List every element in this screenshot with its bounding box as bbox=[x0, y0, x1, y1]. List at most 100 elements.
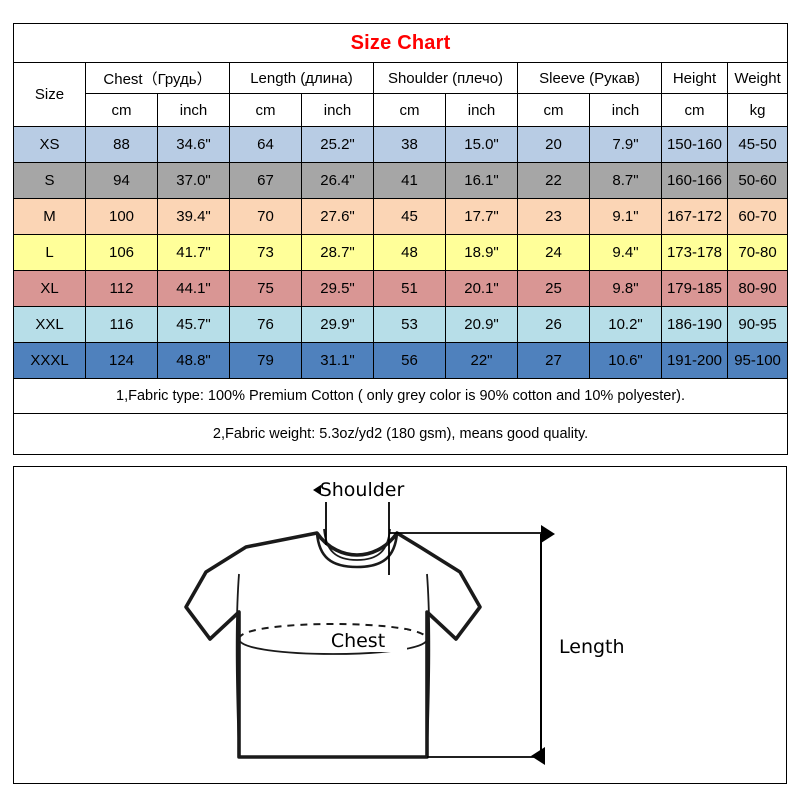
cell-height-cm: 160-166 bbox=[661, 162, 728, 199]
cell-shoulder-inch: 20.1" bbox=[445, 270, 518, 307]
cell-chest-inch: 37.0" bbox=[157, 162, 230, 199]
cell-sleeve-inch: 10.2" bbox=[589, 306, 662, 343]
cell-length-cm: 76 bbox=[229, 306, 302, 343]
cell-weight-kg: 80-90 bbox=[726, 270, 789, 307]
cell-size: XL bbox=[13, 270, 86, 307]
cell-length-cm: 75 bbox=[229, 270, 302, 307]
cell-shoulder-cm: 38 bbox=[373, 126, 446, 163]
cell-chest-cm: 124 bbox=[85, 342, 158, 379]
note-row: 1,Fabric type: 100% Premium Cotton ( onl… bbox=[12, 378, 789, 414]
fabric-type-note: 1,Fabric type: 100% Premium Cotton ( onl… bbox=[12, 378, 789, 414]
shoulder-label: Shoulder bbox=[320, 479, 405, 501]
cell-height-cm: 167-172 bbox=[661, 198, 728, 235]
cell-length-cm: 73 bbox=[229, 234, 302, 271]
unit-header-row: cm inch cm inch cm inch cm inch cm kg bbox=[14, 93, 789, 127]
cell-sleeve-inch: 9.4" bbox=[589, 234, 662, 271]
cell-sleeve-cm: 27 bbox=[517, 342, 590, 379]
header-group-weight: Weight bbox=[726, 62, 789, 94]
header-unit-shoulder-inch: inch bbox=[445, 93, 518, 127]
cell-chest-inch: 34.6" bbox=[157, 126, 230, 163]
cell-weight-kg: 70-80 bbox=[726, 234, 789, 271]
cell-chest-cm: 100 bbox=[85, 198, 158, 235]
cell-sleeve-inch: 9.8" bbox=[589, 270, 662, 307]
cell-length-inch: 27.6" bbox=[301, 198, 374, 235]
tshirt-diagram-panel: Chest Shoulder Length bbox=[13, 466, 787, 784]
cell-sleeve-cm: 25 bbox=[517, 270, 590, 307]
header-unit-sleeve-cm: cm bbox=[517, 93, 590, 127]
cell-chest-inch: 41.7" bbox=[157, 234, 230, 271]
header-size: Size bbox=[13, 62, 86, 127]
cell-shoulder-cm: 48 bbox=[373, 234, 446, 271]
cell-chest-inch: 45.7" bbox=[157, 306, 230, 343]
size-chart-table: Size Chart Size Chest（Грудь） Length (дли… bbox=[12, 23, 789, 455]
length-label: Length bbox=[559, 636, 625, 658]
cell-weight-kg: 60-70 bbox=[726, 198, 789, 235]
header-group-height: Height bbox=[661, 62, 728, 94]
cell-height-cm: 191-200 bbox=[661, 342, 728, 379]
header-unit-length-inch: inch bbox=[301, 93, 374, 127]
header-unit-chest-inch: inch bbox=[157, 93, 230, 127]
fabric-weight-note: 2,Fabric weight: 5.3oz/yd2 (180 gsm), me… bbox=[12, 413, 789, 455]
cell-shoulder-inch: 20.9" bbox=[445, 306, 518, 343]
page-title: Size Chart bbox=[350, 31, 451, 54]
cell-weight-kg: 95-100 bbox=[726, 342, 789, 379]
cell-shoulder-inch: 22" bbox=[445, 342, 518, 379]
table-row: S 94 37.0" 67 26.4" 41 16.1" 22 8.7" 160… bbox=[13, 162, 789, 199]
header-group-chest: Chest（Грудь） bbox=[85, 62, 230, 94]
cell-sleeve-cm: 26 bbox=[517, 306, 590, 343]
cell-shoulder-cm: 51 bbox=[373, 270, 446, 307]
cell-chest-cm: 88 bbox=[85, 126, 158, 163]
cell-length-inch: 25.2" bbox=[301, 126, 374, 163]
header-unit-sleeve-inch: inch bbox=[589, 93, 662, 127]
cell-size: S bbox=[13, 162, 86, 199]
cell-length-cm: 79 bbox=[229, 342, 302, 379]
cell-shoulder-cm: 56 bbox=[373, 342, 446, 379]
cell-chest-cm: 106 bbox=[85, 234, 158, 271]
chest-label: Chest bbox=[331, 630, 385, 652]
cell-sleeve-cm: 22 bbox=[517, 162, 590, 199]
size-chart-table-wrapper: Size Chart Size Chest（Грудь） Length (дли… bbox=[12, 23, 789, 455]
cell-sleeve-cm: 23 bbox=[517, 198, 590, 235]
cell-size: XXXL bbox=[13, 342, 86, 379]
cell-sleeve-inch: 9.1" bbox=[589, 198, 662, 235]
cell-shoulder-inch: 16.1" bbox=[445, 162, 518, 199]
cell-length-cm: 64 bbox=[229, 126, 302, 163]
note-row: 2,Fabric weight: 5.3oz/yd2 (180 gsm), me… bbox=[12, 413, 789, 455]
cell-length-inch: 26.4" bbox=[301, 162, 374, 199]
cell-shoulder-inch: 17.7" bbox=[445, 198, 518, 235]
cell-shoulder-cm: 45 bbox=[373, 198, 446, 235]
tshirt-diagram-svg: Chest Shoulder Length bbox=[184, 478, 625, 765]
header-unit-height-cm: cm bbox=[661, 93, 728, 127]
group-header-row: Size Chest（Грудь） Length (длина) Shoulde… bbox=[13, 62, 789, 127]
cell-shoulder-inch: 15.0" bbox=[445, 126, 518, 163]
header-group-sleeve: Sleeve (Рукав) bbox=[517, 62, 662, 94]
header-unit-shoulder-cm: cm bbox=[373, 93, 446, 127]
cell-sleeve-cm: 24 bbox=[517, 234, 590, 271]
cell-chest-inch: 48.8" bbox=[157, 342, 230, 379]
length-measure-arrow bbox=[389, 525, 555, 765]
cell-length-inch: 29.5" bbox=[301, 270, 374, 307]
cell-size: XXL bbox=[13, 306, 86, 343]
cell-shoulder-cm: 41 bbox=[373, 162, 446, 199]
cell-chest-cm: 116 bbox=[85, 306, 158, 343]
cell-height-cm: 150-160 bbox=[661, 126, 728, 163]
cell-length-inch: 31.1" bbox=[301, 342, 374, 379]
table-row: XXL 116 45.7" 76 29.9" 53 20.9" 26 10.2"… bbox=[13, 306, 789, 343]
cell-weight-kg: 90-95 bbox=[726, 306, 789, 343]
chart-title-cell: Size Chart bbox=[13, 23, 788, 63]
cell-height-cm: 186-190 bbox=[661, 306, 728, 343]
cell-size: M bbox=[13, 198, 86, 235]
cell-chest-inch: 44.1" bbox=[157, 270, 230, 307]
table-row: XS 88 34.6" 64 25.2" 38 15.0" 20 7.9" 15… bbox=[13, 126, 789, 163]
cell-sleeve-inch: 7.9" bbox=[589, 126, 662, 163]
header-unit-chest-cm: cm bbox=[85, 93, 158, 127]
cell-length-cm: 67 bbox=[229, 162, 302, 199]
cell-size: XS bbox=[13, 126, 86, 163]
header-group-shoulder: Shoulder (плечо) bbox=[373, 62, 518, 94]
cell-length-inch: 29.9" bbox=[301, 306, 374, 343]
cell-length-cm: 70 bbox=[229, 198, 302, 235]
cell-height-cm: 179-185 bbox=[661, 270, 728, 307]
cell-height-cm: 173-178 bbox=[661, 234, 728, 271]
header-unit-length-cm: cm bbox=[229, 93, 302, 127]
